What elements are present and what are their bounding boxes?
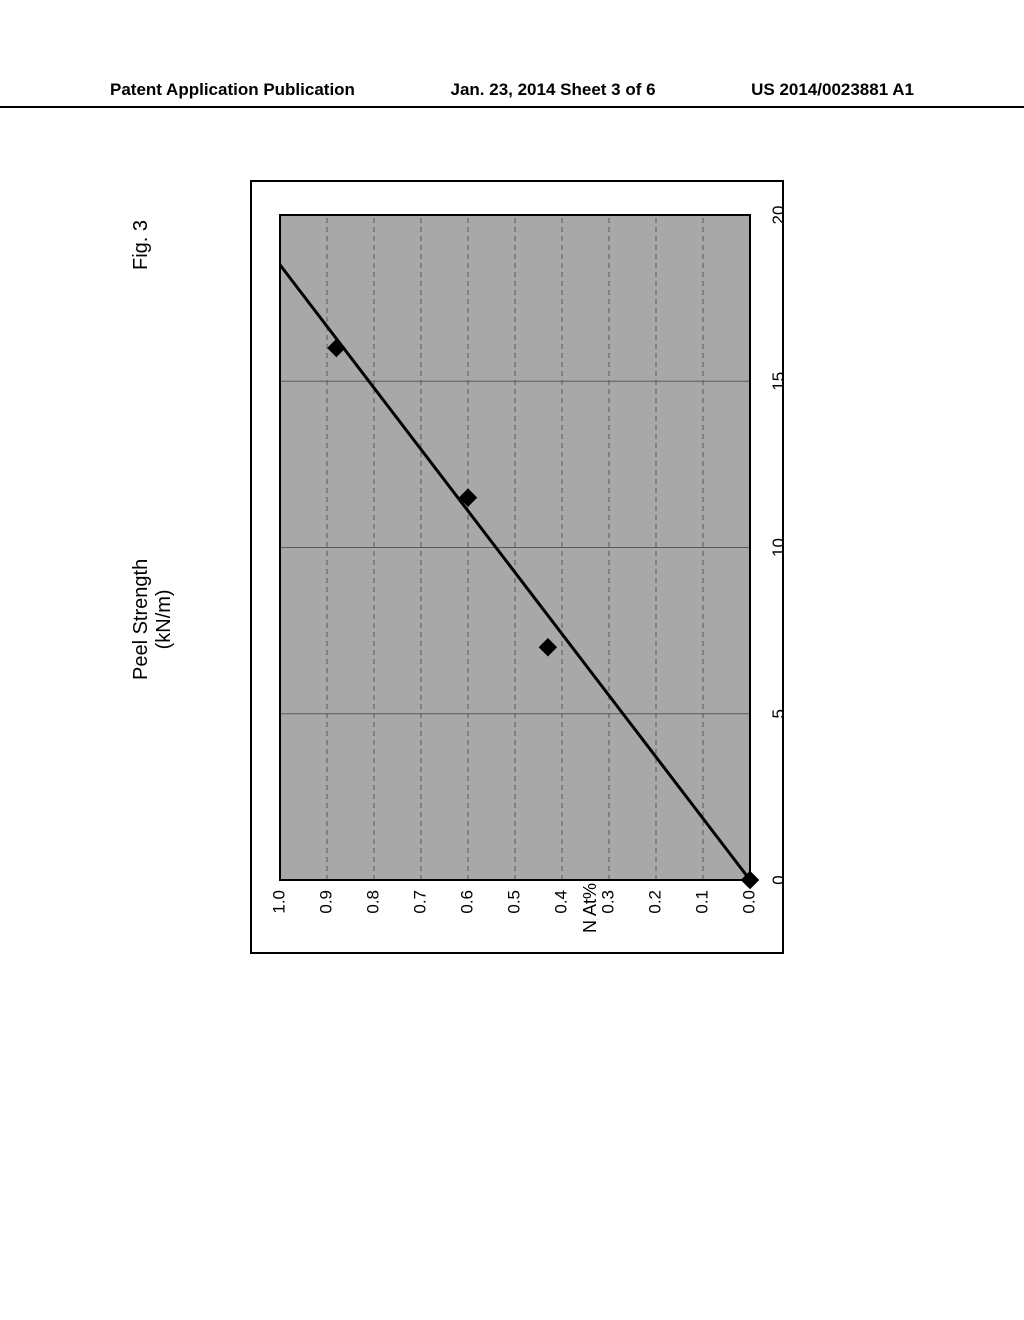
tick-label: 0.4 (551, 890, 570, 914)
tick-label: 0 (769, 875, 788, 884)
tick-label: 0.1 (692, 890, 711, 914)
chart: 0.00.10.20.30.40.50.60.70.80.91.00510152… (280, 215, 750, 880)
page-header: Patent Application Publication Jan. 23, … (0, 80, 1024, 108)
tick-label: 0.2 (645, 890, 664, 914)
tick-label: 0.7 (410, 890, 429, 914)
tick-label: 0.8 (363, 890, 382, 914)
tick-label: 0.0 (739, 890, 758, 914)
tick-label: 5 (769, 709, 788, 718)
tick-label: 0.9 (316, 890, 335, 914)
tick-label: 0.5 (504, 890, 523, 914)
y-axis-label-line2: (kN/m) (153, 559, 176, 680)
tick-label: 0.6 (457, 890, 476, 914)
header-left: Patent Application Publication (110, 80, 355, 100)
tick-label: 15 (769, 372, 788, 391)
figure-label: Fig. 3 (130, 220, 153, 270)
tick-label: 1.0 (269, 890, 288, 914)
tick-label: 0.3 (598, 890, 617, 914)
tick-label: 20 (769, 206, 788, 225)
header-center: Jan. 23, 2014 Sheet 3 of 6 (451, 80, 656, 100)
tick-label: 10 (769, 538, 788, 557)
y-axis-label-line1: Peel Strength (130, 559, 153, 680)
header-right: US 2014/0023881 A1 (751, 80, 914, 100)
y-axis-label: Peel Strength (kN/m) (130, 559, 176, 680)
